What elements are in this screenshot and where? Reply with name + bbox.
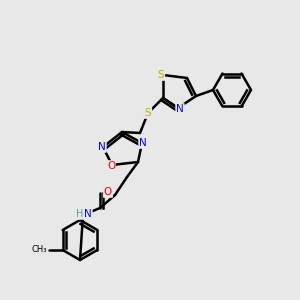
Text: O: O (104, 187, 112, 197)
Text: N: N (98, 142, 106, 152)
Text: N: N (139, 138, 147, 148)
Text: S: S (158, 70, 164, 80)
Text: CH₃: CH₃ (31, 245, 47, 254)
Text: N: N (84, 209, 92, 219)
Text: S: S (145, 108, 151, 118)
Text: O: O (107, 161, 115, 171)
Text: H: H (76, 209, 84, 219)
Text: N: N (176, 104, 184, 114)
